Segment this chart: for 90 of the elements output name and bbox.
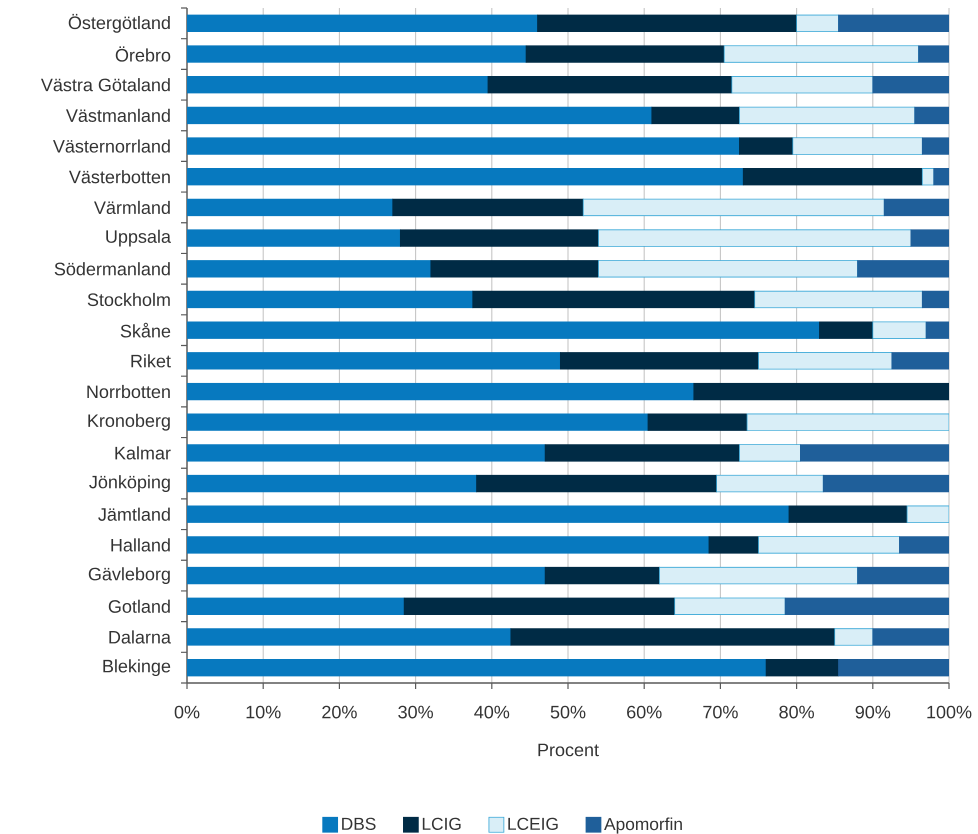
legend-label: Apomorfin (604, 817, 682, 834)
bar (834, 628, 874, 646)
bar (187, 137, 740, 155)
bar (187, 229, 401, 247)
y-tick-label: Västmanland (66, 108, 170, 122)
bar (537, 14, 797, 32)
bar (544, 444, 740, 462)
bar (739, 137, 794, 155)
x-tick-label: 90% (856, 706, 890, 718)
bar (922, 168, 934, 186)
y-tick-label: Stockholm (88, 292, 170, 306)
bar (598, 229, 912, 247)
y-tick-label: Södermanland (54, 262, 170, 276)
bar (739, 444, 801, 462)
bar (910, 229, 950, 247)
y-tick-label: Västernorrland (52, 139, 170, 153)
bar (708, 536, 759, 554)
y-tick-label: Norrbotten (87, 384, 170, 398)
y-tick-label: Jönköping (89, 475, 170, 492)
x-tick-label: 100% (927, 706, 972, 718)
y-tick-label: Uppsala (106, 230, 171, 247)
y-tick-label: Kalmar (115, 446, 171, 460)
y-tick-label: Skåne (120, 322, 170, 338)
bar (838, 658, 950, 676)
bar (731, 76, 874, 94)
bar (674, 598, 786, 615)
y-tick-label: Halland (111, 538, 170, 552)
y-tick-label: Kronoberg (88, 414, 170, 431)
bar (560, 352, 759, 370)
bar (857, 566, 950, 584)
bar (648, 414, 748, 431)
y-tick-label: Gotland (108, 600, 170, 613)
bar (544, 566, 660, 584)
bar (598, 260, 858, 278)
bar (788, 506, 908, 523)
bar (526, 45, 725, 63)
bar (510, 628, 836, 646)
x-tick-label: 80% (779, 706, 814, 718)
x-axis-title: Procent (538, 744, 599, 756)
bar (472, 290, 756, 308)
x-tick-label: 70% (703, 706, 738, 718)
bar (766, 658, 839, 676)
bar (582, 198, 885, 216)
bar (488, 76, 732, 94)
bar (187, 566, 546, 584)
y-tick-label: Riket (131, 354, 171, 368)
bar (739, 106, 916, 124)
bar (796, 14, 839, 32)
bar (758, 352, 892, 370)
bar (651, 106, 740, 124)
bar (758, 536, 900, 554)
bar (724, 45, 919, 63)
bar (742, 168, 923, 186)
bar (392, 198, 584, 216)
bar (716, 474, 824, 492)
legend-label: LCEIG (508, 818, 558, 830)
y-tick-label: Östergötland (68, 14, 170, 33)
bar (784, 598, 950, 615)
x-tick-label: 40% (474, 706, 510, 718)
x-tick-label: 50% (550, 706, 586, 718)
legend-label: DBS (342, 818, 376, 830)
bar (792, 137, 923, 155)
y-tick-label: Blekinge (103, 659, 170, 676)
bar (884, 198, 950, 216)
bar (404, 598, 676, 615)
bar (872, 321, 927, 339)
y-tick-label: Västra Götaland (40, 78, 170, 92)
y-tick-label: Örebro (116, 46, 170, 62)
y-tick-label: Dalarna (109, 630, 171, 644)
x-tick-label: 0% (174, 706, 200, 718)
y-tick-label: Värmland (94, 200, 170, 214)
bar (933, 168, 950, 186)
x-tick-label: 20% (322, 706, 357, 718)
x-tick-label: 10% (246, 706, 281, 718)
x-tick-label: 30% (398, 706, 433, 718)
bar (476, 474, 717, 492)
y-tick-label: Gävleborg (88, 567, 170, 584)
x-tick-label: 60% (627, 706, 662, 718)
bar (659, 566, 858, 584)
bar (754, 290, 923, 308)
bar (819, 321, 874, 339)
bar (430, 260, 599, 278)
bar (857, 260, 950, 278)
bar (187, 168, 744, 186)
y-tick-label: Västerbotten (68, 170, 170, 184)
bar (187, 658, 767, 676)
bar (400, 229, 599, 247)
y-tick-label: Jämtland (98, 508, 170, 521)
legend-label: LCIG (422, 818, 461, 830)
bar (187, 198, 394, 216)
